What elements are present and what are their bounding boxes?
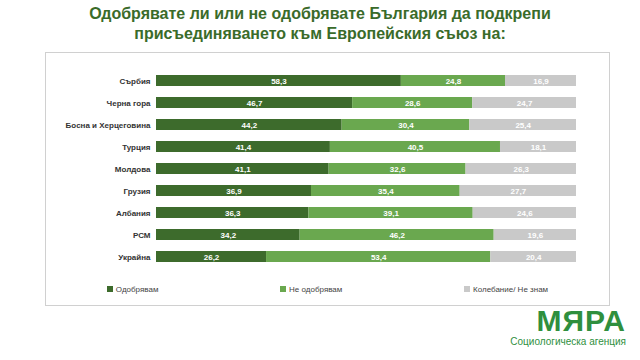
html-text:Одобрявам: Одобрявам <box>115 285 159 294</box>
svg-text:27,7: 27,7 <box>511 187 527 196</box>
svg-text:36,3: 36,3 <box>225 209 241 218</box>
svg-text:41,1: 41,1 <box>235 165 251 174</box>
svg-text:53,4: 53,4 <box>371 253 387 262</box>
svg-text:20,4: 20,4 <box>526 253 542 262</box>
svg-text:26,2: 26,2 <box>204 253 220 262</box>
svg-text:28,6: 28,6 <box>405 99 421 108</box>
svg-text:Сърбия: Сърбия <box>119 77 150 86</box>
svg-text:44,2: 44,2 <box>242 121 258 130</box>
svg-text:36,9: 36,9 <box>226 187 242 196</box>
svg-text:Турция: Турция <box>122 143 151 152</box>
svg-text:24,6: 24,6 <box>517 209 533 218</box>
svg-text:32,6: 32,6 <box>390 165 406 174</box>
svg-text:40,5: 40,5 <box>408 143 424 152</box>
svg-text:30,4: 30,4 <box>398 121 414 130</box>
svg-text:16,9: 16,9 <box>533 77 549 86</box>
html-text:Колебание/ Не знам: Колебание/ Не знам <box>473 285 549 294</box>
svg-text:34,2: 34,2 <box>221 231 237 240</box>
svg-text:58,3: 58,3 <box>271 77 287 86</box>
svg-text:Украйна: Украйна <box>118 253 151 262</box>
svg-text:35,4: 35,4 <box>378 187 394 196</box>
html-text:Социологическа агенция: Социологическа агенция <box>510 336 626 347</box>
svg-text:Босна и Херцеговина: Босна и Херцеговина <box>66 121 151 130</box>
svg-text:39,1: 39,1 <box>383 209 399 218</box>
html-text:Одобрявате ли или не одобряват: Одобрявате ли или не одобрявате България… <box>89 5 551 42</box>
html-text:Не одобрявам: Не одобрявам <box>289 285 343 294</box>
svg-text:Молдова: Молдова <box>115 165 151 174</box>
svg-text:24,7: 24,7 <box>517 99 533 108</box>
svg-text:41,4: 41,4 <box>236 143 252 152</box>
svg-text:Грузия: Грузия <box>124 187 151 196</box>
svg-text:46,7: 46,7 <box>247 99 263 108</box>
svg-text:19,6: 19,6 <box>528 231 544 240</box>
svg-text:Албания: Албания <box>116 209 151 218</box>
svg-text:18,1: 18,1 <box>531 143 547 152</box>
svg-text:26,3: 26,3 <box>513 165 529 174</box>
svg-text:24,8: 24,8 <box>446 77 462 86</box>
svg-text:25,4: 25,4 <box>515 121 531 130</box>
svg-text:Черна гора: Черна гора <box>107 99 151 108</box>
svg-text:46,2: 46,2 <box>389 231 405 240</box>
svg-text:РСМ: РСМ <box>133 231 151 240</box>
html-text:МЯРА: МЯРА <box>536 304 626 337</box>
